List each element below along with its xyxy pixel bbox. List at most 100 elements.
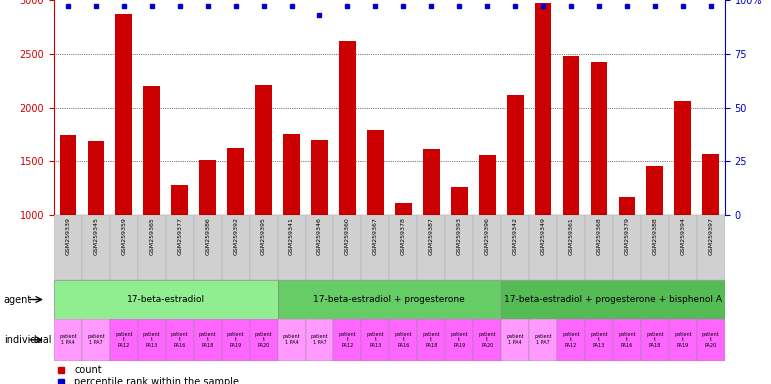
Text: patient
1 PA7: patient 1 PA7 <box>311 334 328 345</box>
Text: patient
t
PA16: patient t PA16 <box>171 331 189 348</box>
Text: individual: individual <box>4 335 52 345</box>
Bar <box>143 86 160 215</box>
FancyBboxPatch shape <box>250 319 278 361</box>
FancyBboxPatch shape <box>585 215 613 280</box>
Bar <box>395 203 412 215</box>
Text: patient
t
PA20: patient t PA20 <box>254 331 272 348</box>
FancyBboxPatch shape <box>305 319 333 361</box>
FancyBboxPatch shape <box>668 215 697 280</box>
Text: patient
t
PA13: patient t PA13 <box>143 331 160 348</box>
Bar <box>311 140 328 215</box>
Text: patient
t
PA16: patient t PA16 <box>395 331 412 348</box>
FancyBboxPatch shape <box>110 319 138 361</box>
Text: agent: agent <box>4 295 32 305</box>
FancyBboxPatch shape <box>278 280 501 319</box>
Bar <box>255 85 272 215</box>
Bar <box>563 56 579 215</box>
Text: 17-beta-estradiol + progesterone + bisphenol A: 17-beta-estradiol + progesterone + bisph… <box>504 295 722 304</box>
FancyBboxPatch shape <box>138 319 166 361</box>
FancyBboxPatch shape <box>194 319 222 361</box>
FancyBboxPatch shape <box>529 215 557 280</box>
Text: GSM259378: GSM259378 <box>401 217 406 255</box>
Bar <box>283 134 300 215</box>
Bar <box>702 154 719 215</box>
FancyBboxPatch shape <box>446 319 473 361</box>
Bar <box>591 62 608 215</box>
FancyBboxPatch shape <box>250 215 278 280</box>
Text: patient
t
PA19: patient t PA19 <box>227 331 244 348</box>
Text: patient
t
PA18: patient t PA18 <box>646 331 664 348</box>
Text: GSM259341: GSM259341 <box>289 217 294 255</box>
Text: GSM259367: GSM259367 <box>373 217 378 255</box>
Text: patient
t
PA18: patient t PA18 <box>199 331 217 348</box>
Text: GSM259346: GSM259346 <box>317 217 322 255</box>
Text: GSM259386: GSM259386 <box>205 217 210 255</box>
Text: GSM259395: GSM259395 <box>261 217 266 255</box>
Bar <box>534 3 551 215</box>
FancyBboxPatch shape <box>166 215 194 280</box>
Bar <box>199 160 216 215</box>
Text: patient
t
PA12: patient t PA12 <box>338 331 356 348</box>
Bar <box>339 41 355 215</box>
Text: patient
t
PA12: patient t PA12 <box>562 331 580 348</box>
FancyBboxPatch shape <box>446 215 473 280</box>
Text: patient
1 PA7: patient 1 PA7 <box>87 334 105 345</box>
FancyBboxPatch shape <box>278 215 305 280</box>
FancyBboxPatch shape <box>194 215 222 280</box>
Text: patient
1 PA4: patient 1 PA4 <box>283 334 301 345</box>
Text: GSM259396: GSM259396 <box>485 217 490 255</box>
FancyBboxPatch shape <box>389 319 417 361</box>
Text: patient
t
PA19: patient t PA19 <box>450 331 468 348</box>
Text: GSM259361: GSM259361 <box>568 217 574 255</box>
Bar <box>423 149 439 215</box>
Text: GSM259377: GSM259377 <box>177 217 182 255</box>
FancyBboxPatch shape <box>278 319 305 361</box>
FancyBboxPatch shape <box>697 215 725 280</box>
FancyBboxPatch shape <box>557 215 585 280</box>
Text: GSM259342: GSM259342 <box>513 217 517 255</box>
FancyBboxPatch shape <box>362 215 389 280</box>
Text: GSM259349: GSM259349 <box>540 217 546 255</box>
Text: patient
t
PA20: patient t PA20 <box>478 331 496 348</box>
Text: patient
t
PA13: patient t PA13 <box>590 331 608 348</box>
Bar <box>646 166 663 215</box>
FancyBboxPatch shape <box>473 215 501 280</box>
FancyBboxPatch shape <box>166 319 194 361</box>
FancyBboxPatch shape <box>557 319 585 361</box>
Bar <box>479 155 496 215</box>
Text: GSM259360: GSM259360 <box>345 217 350 255</box>
Text: GSM259394: GSM259394 <box>680 217 685 255</box>
Text: GSM259365: GSM259365 <box>150 217 154 255</box>
FancyBboxPatch shape <box>473 319 501 361</box>
Bar <box>675 101 691 215</box>
FancyBboxPatch shape <box>641 319 668 361</box>
FancyBboxPatch shape <box>362 319 389 361</box>
FancyBboxPatch shape <box>138 215 166 280</box>
Bar <box>367 130 384 215</box>
Text: GSM259359: GSM259359 <box>121 217 126 255</box>
FancyBboxPatch shape <box>613 215 641 280</box>
Text: patient
1 PA7: patient 1 PA7 <box>534 334 552 345</box>
Text: GSM259368: GSM259368 <box>597 217 601 255</box>
FancyBboxPatch shape <box>697 319 725 361</box>
Text: patient
t
PA13: patient t PA13 <box>366 331 384 348</box>
Text: GSM259387: GSM259387 <box>429 217 434 255</box>
Bar <box>227 148 244 215</box>
Bar <box>507 94 524 215</box>
FancyBboxPatch shape <box>389 215 417 280</box>
FancyBboxPatch shape <box>417 319 446 361</box>
FancyBboxPatch shape <box>54 280 278 319</box>
Bar <box>59 136 76 215</box>
Text: GSM259397: GSM259397 <box>709 217 713 255</box>
FancyBboxPatch shape <box>668 319 697 361</box>
Text: patient
t
PA20: patient t PA20 <box>702 331 719 348</box>
FancyBboxPatch shape <box>222 215 250 280</box>
Text: patient
t
PA18: patient t PA18 <box>423 331 440 348</box>
FancyBboxPatch shape <box>110 215 138 280</box>
Text: count: count <box>74 365 102 375</box>
FancyBboxPatch shape <box>501 280 725 319</box>
FancyBboxPatch shape <box>82 215 110 280</box>
Text: GSM259379: GSM259379 <box>625 217 629 255</box>
Bar <box>171 185 188 215</box>
FancyBboxPatch shape <box>334 215 362 280</box>
